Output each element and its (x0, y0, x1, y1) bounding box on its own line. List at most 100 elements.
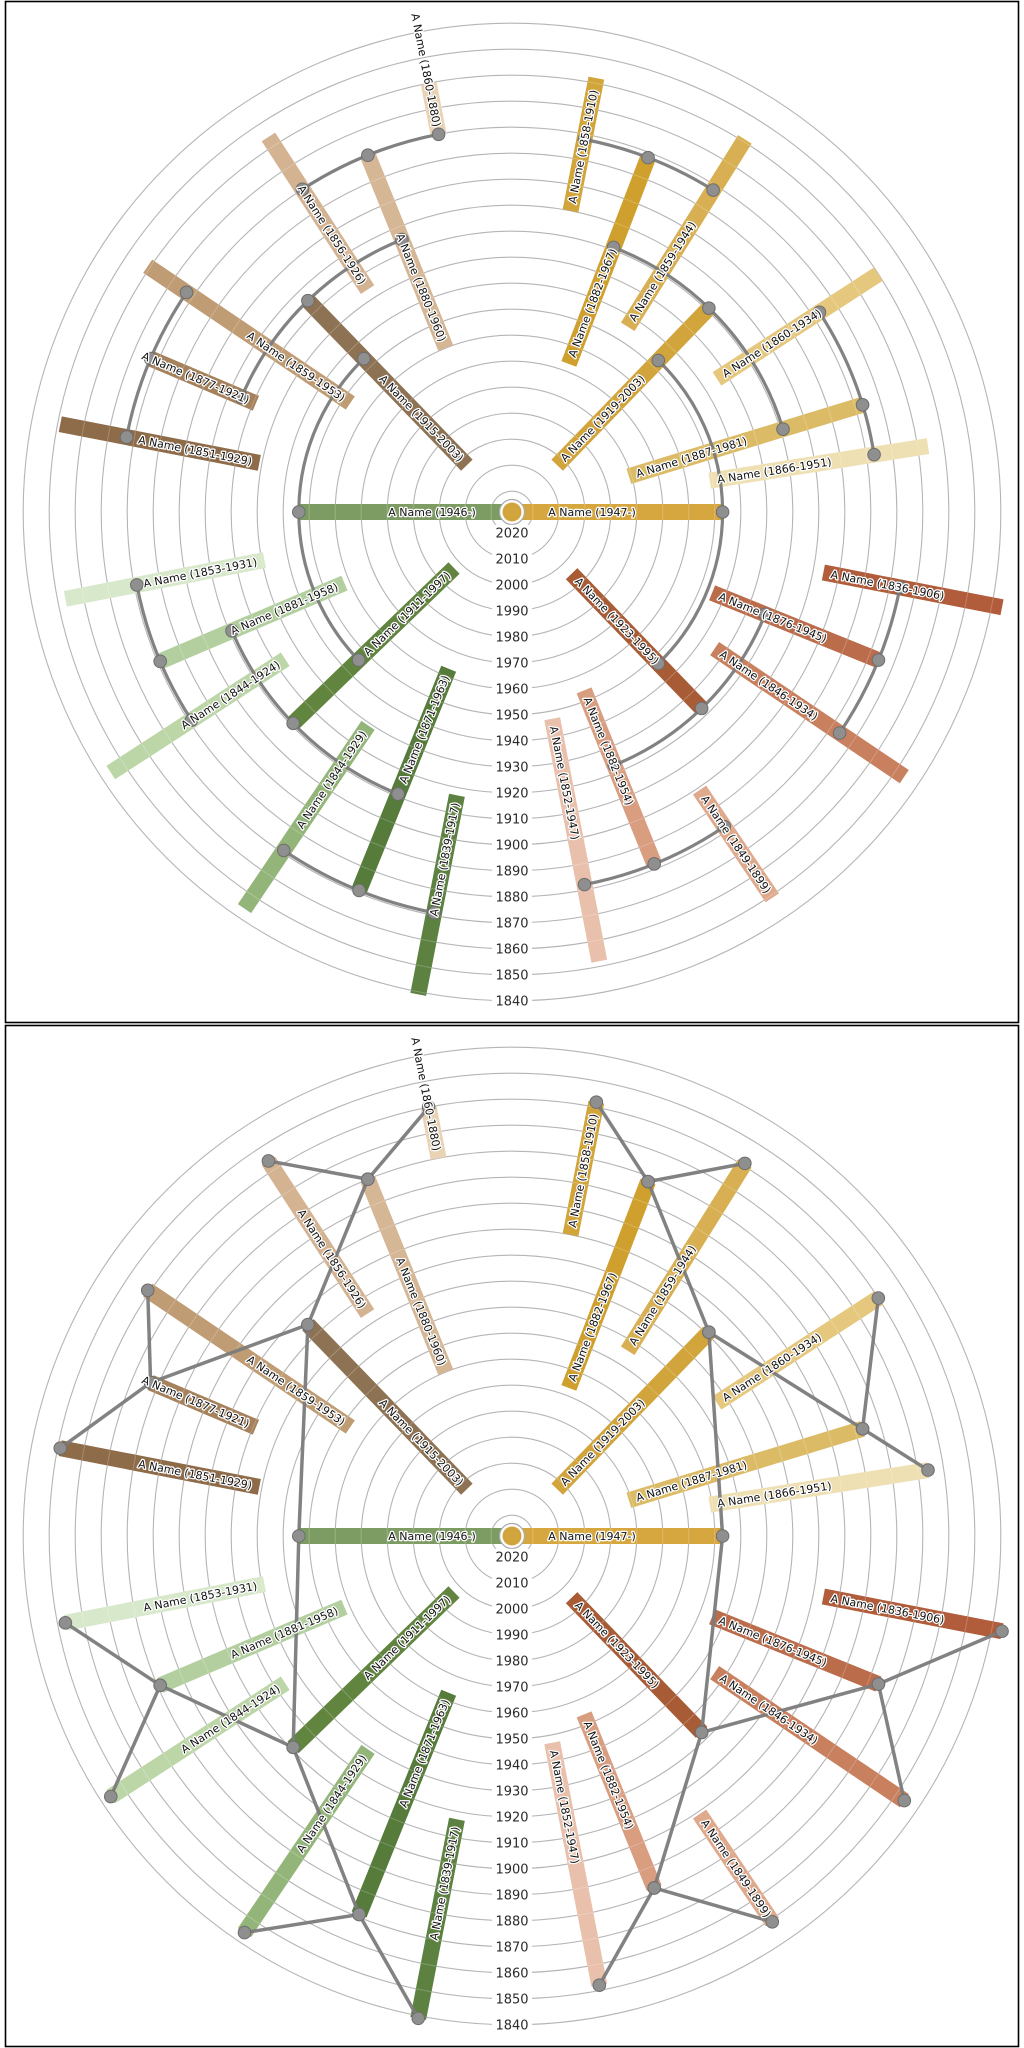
decade-tick (829, 295, 840, 310)
decade-tick (318, 1807, 333, 1817)
person-bar-group (302, 1319, 473, 1495)
year-label: 1980 (495, 1654, 528, 1669)
person-bar-group (710, 1666, 909, 1808)
decade-tick (425, 106, 442, 111)
decade-tick (418, 296, 434, 304)
node-dot (702, 1325, 716, 1339)
decade-tick (338, 1415, 349, 1430)
node-dot (647, 1881, 662, 1895)
decade-tick (826, 1744, 836, 1759)
decade-tick (639, 291, 655, 301)
decade-tick (348, 739, 362, 750)
year-label: 2000 (495, 1602, 528, 1617)
decade-tick (249, 672, 260, 687)
decade-tick (273, 1627, 282, 1644)
decade-tick (586, 1319, 602, 1326)
year-label: 1900 (495, 1862, 528, 1877)
decade-tick (836, 567, 841, 584)
year-label: 1950 (495, 1732, 528, 1747)
decade-tick (106, 425, 111, 442)
decade-tick (847, 734, 858, 749)
person-bar-group (420, 1105, 447, 1160)
decade-tick (234, 450, 239, 467)
person-bar (708, 1462, 930, 1513)
decade-tick (761, 464, 766, 481)
decade-tick (208, 445, 213, 462)
year-label-bg (492, 1574, 532, 1591)
decade-tick (787, 460, 792, 477)
person-bar (261, 1156, 375, 1318)
year-label-bg (492, 758, 532, 775)
decade-tick (260, 1893, 275, 1904)
decade-tick (202, 1658, 210, 1674)
person-bar-label: A Name (1860-1934) (720, 307, 824, 381)
person-bar (712, 1291, 883, 1410)
person-bar-label: A Name (1946-) (388, 1530, 476, 1543)
decade-tick (183, 1464, 188, 1481)
decade-tick (556, 1477, 569, 1490)
node-dot (702, 301, 716, 315)
center-union-node (502, 1526, 522, 1546)
decade-tick (365, 360, 378, 373)
node-dot (261, 1154, 276, 1168)
decade-tick (590, 720, 606, 728)
decade-tick (281, 1186, 296, 1197)
decade-tick (653, 1293, 668, 1303)
family-connector-line (594, 1100, 747, 1184)
year-label-bg (492, 810, 532, 827)
decade-tick (623, 197, 639, 205)
node-dot (292, 505, 306, 519)
person-bar (562, 1100, 605, 1237)
panel-border (4, 0, 1020, 1024)
person-bar-group (565, 1592, 708, 1738)
year-label: 2010 (495, 1576, 528, 1591)
person-bar (561, 154, 656, 367)
decade-tick (408, 272, 425, 280)
decade-tick (304, 700, 316, 714)
decade-tick (720, 1390, 731, 1405)
year-label: 1940 (495, 1758, 528, 1773)
decade-tick (228, 686, 238, 701)
decade-tick (289, 826, 304, 836)
decade-tick (428, 1344, 444, 1352)
decade-tick (572, 1886, 589, 1891)
node-dot (352, 1907, 366, 1922)
year-label: 1860 (495, 942, 528, 957)
year-label: 1890 (495, 864, 528, 879)
decade-tick (206, 1724, 216, 1739)
decade-tick (418, 1744, 434, 1752)
decade-tick (437, 1459, 450, 1471)
decade-tick (337, 249, 352, 260)
person-bar-label: A Name (1923-1995) (572, 1599, 662, 1691)
decade-tick (304, 1724, 316, 1738)
decade-tick (582, 1937, 599, 1942)
decade-tick (252, 333, 263, 348)
decade-tick (428, 696, 444, 704)
decade-tick (415, 964, 432, 969)
person-bar-label: A Name (1947-) (548, 506, 636, 519)
person-bar-group (298, 504, 512, 520)
decade-tick (808, 309, 818, 324)
decade-tick (638, 1865, 655, 1873)
node-dot (237, 1925, 252, 1940)
person-bar-label: A Name (1844-1924) (179, 1682, 283, 1756)
decade-tick (183, 1591, 188, 1608)
decade-tick (802, 414, 809, 431)
decade-tick (817, 629, 825, 645)
decade-tick (226, 1648, 234, 1664)
decade-tick (144, 260, 155, 275)
node-dot (352, 883, 366, 898)
decade-tick (742, 352, 753, 367)
decade-tick (628, 467, 635, 484)
decade-tick (804, 1729, 815, 1744)
person-bar (237, 720, 375, 914)
year-label: 1840 (495, 2018, 528, 2033)
decade-tick (720, 1614, 728, 1630)
decade-tick (869, 749, 880, 764)
person-bar-group (512, 504, 723, 520)
decade-tick (632, 1197, 649, 1205)
decade-tick (557, 1809, 574, 1814)
decade-tick (234, 557, 239, 574)
decade-tick (761, 1488, 766, 1505)
person-bar-group (708, 1462, 930, 1513)
